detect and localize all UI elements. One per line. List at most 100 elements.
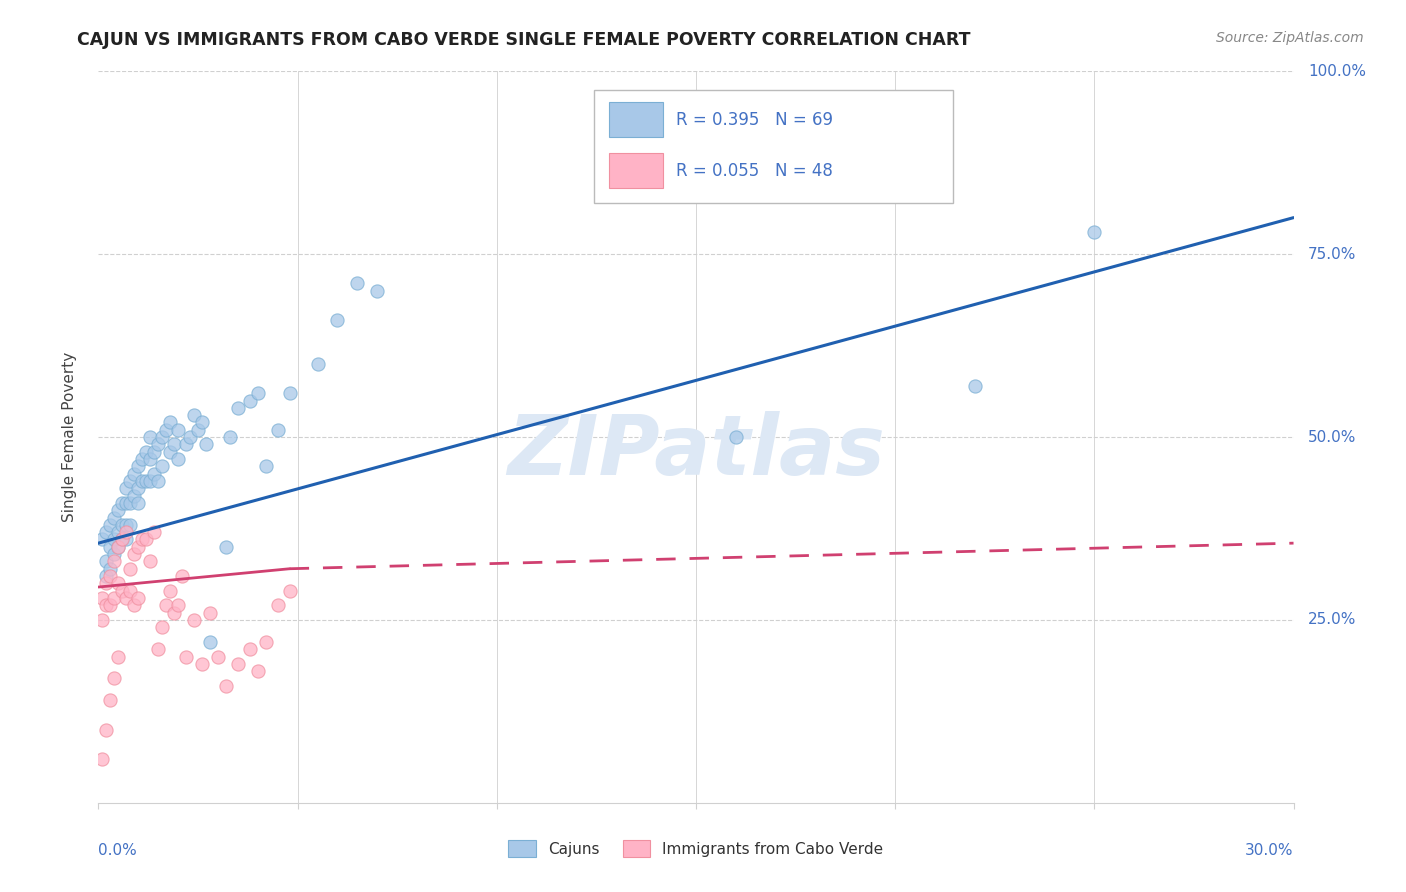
Point	[159, 416, 181, 430]
Point	[148, 437, 170, 451]
FancyBboxPatch shape	[609, 102, 662, 137]
Point	[195, 437, 218, 451]
Point	[267, 423, 290, 437]
Point	[111, 533, 134, 547]
Point	[98, 599, 122, 613]
Text: 0.0%: 0.0%	[98, 843, 138, 858]
Point	[96, 599, 118, 613]
Text: R = 0.055   N = 48: R = 0.055 N = 48	[676, 161, 832, 180]
Text: 25.0%: 25.0%	[1308, 613, 1357, 627]
Point	[131, 474, 153, 488]
Point	[127, 481, 149, 495]
Point	[139, 452, 162, 467]
Point	[120, 496, 142, 510]
Point	[191, 657, 214, 671]
Point	[150, 459, 173, 474]
Point	[159, 444, 181, 458]
Point	[143, 467, 166, 481]
Point	[254, 459, 277, 474]
Point	[127, 591, 149, 605]
Point	[103, 554, 125, 568]
Point	[135, 444, 157, 458]
Point	[103, 591, 125, 605]
Text: ZIPatlas: ZIPatlas	[508, 411, 884, 492]
Point	[115, 481, 138, 495]
Point	[98, 540, 122, 554]
Point	[107, 649, 129, 664]
Point	[219, 430, 242, 444]
Point	[98, 693, 122, 707]
Point	[124, 489, 146, 503]
Point	[111, 533, 134, 547]
Point	[326, 313, 349, 327]
Point	[111, 496, 134, 510]
Point	[98, 569, 122, 583]
Point	[215, 540, 238, 554]
Point	[174, 437, 197, 451]
Point	[127, 540, 149, 554]
Point	[131, 533, 153, 547]
Point	[148, 642, 170, 657]
Y-axis label: Single Female Poverty: Single Female Poverty	[62, 352, 77, 522]
Point	[107, 503, 129, 517]
Point	[124, 599, 146, 613]
Point	[124, 547, 146, 561]
Point	[115, 525, 138, 540]
Text: 75.0%: 75.0%	[1308, 247, 1357, 261]
Point	[167, 599, 190, 613]
Point	[246, 386, 269, 401]
Point	[98, 562, 122, 576]
Point	[346, 277, 368, 291]
Point	[198, 635, 221, 649]
Point	[131, 452, 153, 467]
Point	[179, 430, 201, 444]
Point	[150, 620, 173, 634]
Text: 50.0%: 50.0%	[1308, 430, 1357, 444]
Point	[150, 430, 173, 444]
Point	[155, 423, 177, 437]
Point	[267, 599, 290, 613]
Point	[163, 437, 186, 451]
Point	[246, 664, 269, 678]
Point	[124, 467, 146, 481]
Point	[127, 496, 149, 510]
Text: R = 0.395   N = 69: R = 0.395 N = 69	[676, 111, 832, 128]
FancyBboxPatch shape	[609, 153, 662, 188]
Point	[107, 576, 129, 591]
Point	[135, 533, 157, 547]
Point	[91, 533, 114, 547]
Point	[226, 657, 249, 671]
Point	[198, 606, 221, 620]
Text: Source: ZipAtlas.com: Source: ZipAtlas.com	[1216, 31, 1364, 45]
Point	[172, 569, 194, 583]
Point	[107, 525, 129, 540]
Point	[103, 547, 125, 561]
Point	[278, 583, 301, 598]
Point	[135, 474, 157, 488]
Point	[91, 591, 114, 605]
Point	[139, 474, 162, 488]
Point	[96, 554, 118, 568]
Point	[96, 723, 118, 737]
Point	[143, 444, 166, 458]
Point	[191, 416, 214, 430]
Point	[183, 613, 205, 627]
Point	[963, 379, 986, 393]
Point	[115, 496, 138, 510]
Point	[115, 591, 138, 605]
Point	[183, 408, 205, 422]
Point	[120, 517, 142, 532]
Point	[103, 533, 125, 547]
Point	[278, 386, 301, 401]
Point	[724, 430, 747, 444]
Point	[115, 517, 138, 532]
Point	[187, 423, 209, 437]
Point	[103, 672, 125, 686]
Point	[120, 474, 142, 488]
Point	[103, 510, 125, 524]
Point	[215, 679, 238, 693]
Point	[307, 357, 329, 371]
Point	[139, 554, 162, 568]
Point	[163, 606, 186, 620]
Point	[111, 517, 134, 532]
